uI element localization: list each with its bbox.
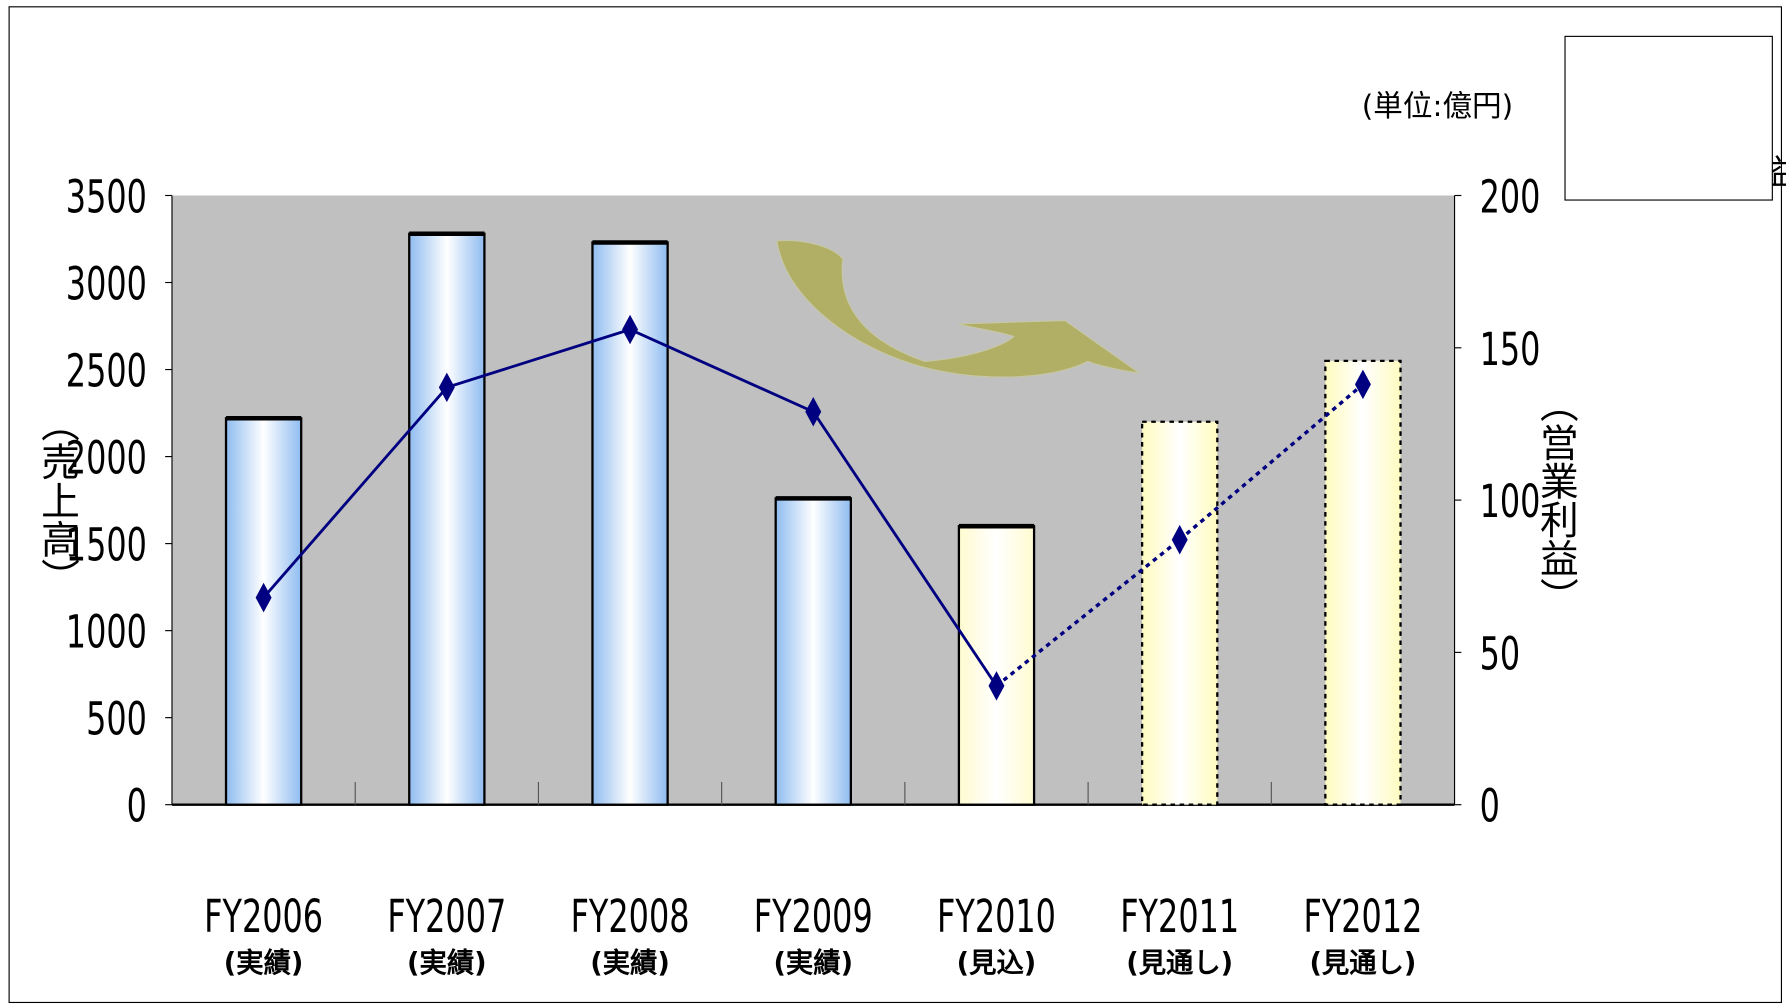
x-tick-label: FY2006 — [204, 891, 323, 943]
line-marker — [1354, 369, 1371, 400]
y-tick-label: 1000 — [66, 607, 147, 659]
line-marker — [988, 671, 1005, 701]
y2-tick-label: 100 — [1480, 477, 1541, 529]
bar — [408, 232, 486, 806]
line-segment — [1178, 383, 1365, 541]
y2-axis-title: （営業利益） — [1533, 384, 1578, 616]
y-tick-label: 0 — [127, 781, 147, 833]
y2-tick-label: 150 — [1480, 324, 1541, 376]
line-segment — [812, 410, 998, 687]
y2-tick-label: 200 — [1480, 172, 1541, 224]
bar — [1324, 359, 1402, 806]
y-tick-label: 2500 — [66, 346, 147, 398]
line-marker — [805, 396, 822, 427]
y-tick-label: 1500 — [66, 520, 147, 572]
y-tick-label: 3500 — [66, 172, 147, 224]
x-tick-note: (実績) — [590, 947, 670, 979]
y-tick-label: 500 — [86, 694, 147, 746]
x-tick-label: FY2012 — [1303, 891, 1422, 943]
y2-tick-label: 50 — [1480, 629, 1521, 681]
chart-frame — [8, 6, 1783, 1004]
bar — [957, 525, 1036, 806]
trend-arrow — [776, 239, 1142, 378]
x-tick-note: (実績) — [224, 947, 304, 979]
y-axis-title: （売上高） — [34, 403, 79, 596]
x-tick-label: FY2011 — [1120, 891, 1239, 943]
y-tick-label: 3000 — [66, 259, 147, 311]
x-tick-label: FY2007 — [387, 891, 506, 943]
line-segment — [995, 538, 1181, 688]
x-tick-note: (見通し) — [1309, 948, 1416, 979]
y2-tick-label: 0 — [1480, 781, 1500, 833]
x-tick-note: (見込) — [957, 948, 1037, 979]
x-tick-label: FY2009 — [754, 891, 873, 943]
line-segment — [446, 328, 631, 389]
line-marker — [438, 372, 455, 403]
x-tick-note: (実績) — [407, 947, 487, 979]
legend — [1564, 35, 1773, 201]
bar — [1140, 420, 1219, 806]
bar — [774, 497, 852, 806]
y-tick-label: 2000 — [66, 433, 147, 485]
x-tick-label: FY2010 — [937, 891, 1056, 943]
x-tick-note: (実績) — [773, 947, 853, 979]
line-segment — [629, 328, 814, 414]
unit-note: (単位:億円) — [1362, 89, 1514, 123]
x-tick-note: (見通し) — [1126, 948, 1233, 979]
x-tick-label: FY2008 — [571, 891, 690, 943]
line-segment — [262, 386, 448, 599]
